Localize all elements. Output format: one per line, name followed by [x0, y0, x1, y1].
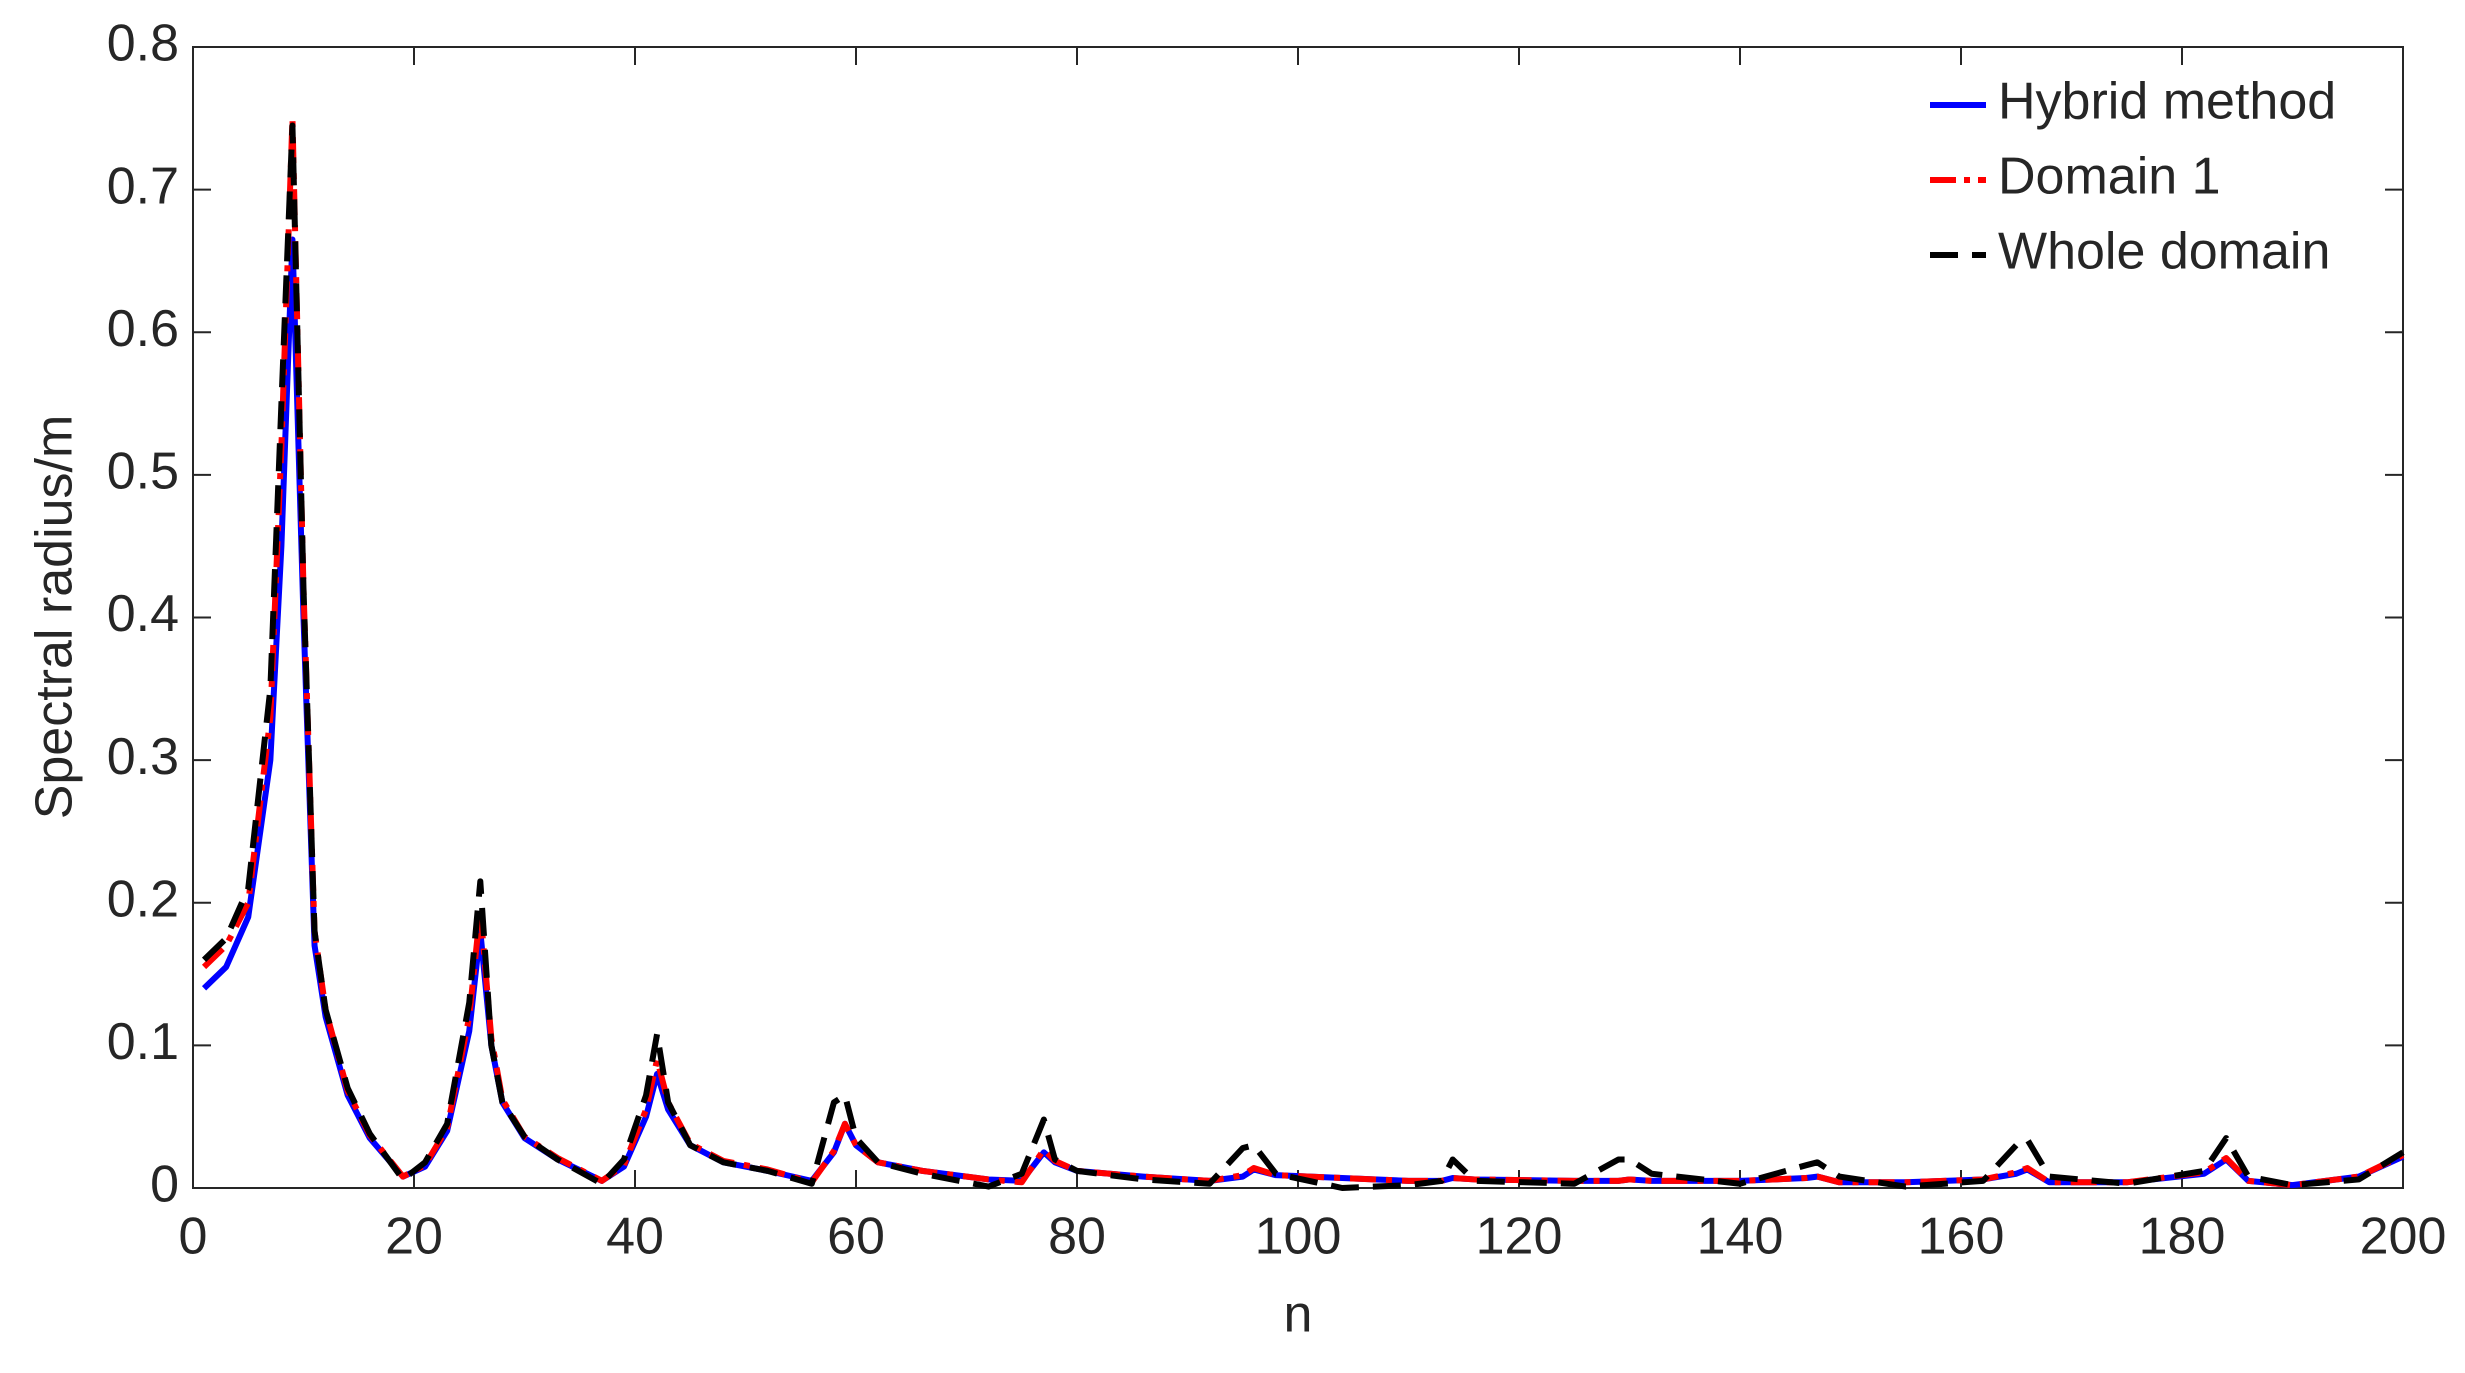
x-tick-label: 100 [1255, 1208, 1342, 1266]
x-axis-label: n [1284, 1286, 1313, 1344]
y-tick-label: 0.7 [107, 157, 179, 215]
x-tick-label: 180 [2139, 1208, 2226, 1266]
x-tick-label: 120 [1476, 1208, 1563, 1266]
y-tick-label: 0.6 [107, 300, 179, 358]
legend-label: Domain 1 [1998, 148, 2221, 206]
y-tick-label: 0 [150, 1156, 179, 1214]
x-tick-label: 60 [827, 1208, 885, 1266]
x-tick-label: 0 [179, 1208, 208, 1266]
legend-label: Hybrid method [1998, 73, 2336, 131]
y-tick-label: 0.4 [107, 585, 179, 643]
y-axis-label: Spectral radius/m [26, 415, 84, 820]
legend-label: Whole domain [1998, 223, 2330, 281]
y-tick-label: 0.2 [107, 870, 179, 928]
series-line [201, 236, 2405, 1189]
x-tick-label: 40 [606, 1208, 664, 1266]
y-tick-label: 0.1 [107, 1013, 179, 1071]
x-tick-label: 140 [1697, 1208, 1784, 1266]
x-tick-label: 200 [2360, 1208, 2447, 1266]
x-tick-label: 20 [385, 1208, 443, 1266]
x-tick-label: 160 [1918, 1208, 2005, 1266]
y-tick-label: 0.8 [107, 15, 179, 73]
plot-frame [192, 46, 2404, 1189]
x-tick-label: 80 [1048, 1208, 1106, 1266]
series-line [201, 122, 2405, 1191]
y-tick-label: 0.5 [107, 443, 179, 501]
y-tick-label: 0.3 [107, 728, 179, 786]
